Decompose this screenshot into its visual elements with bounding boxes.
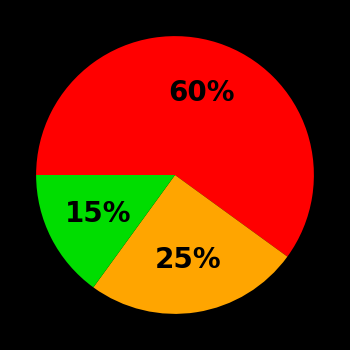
Text: 60%: 60%	[168, 79, 235, 107]
Text: 25%: 25%	[155, 246, 222, 274]
Wedge shape	[36, 175, 175, 287]
Wedge shape	[36, 36, 314, 257]
Wedge shape	[93, 175, 287, 314]
Text: 15%: 15%	[65, 200, 132, 228]
